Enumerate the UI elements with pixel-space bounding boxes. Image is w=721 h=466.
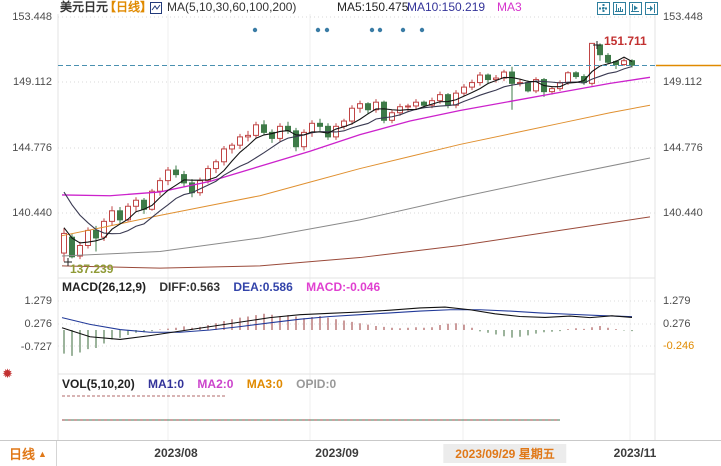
price-axis-label: 153.448 [12,11,52,23]
shift-right-icon[interactable] [645,2,658,15]
indicator-chart-icon[interactable] [150,2,162,14]
cursor-date-label: 2023/09/29 星期五 [443,444,567,463]
ma30-value-label: MA3 [497,0,522,14]
date-axis-label: 2023/11 [613,446,657,460]
price-axis-label: 144.776 [663,142,703,154]
vol-pane-header: VOL(5,10,20) MA1:0 MA2:0 MA3:0 OPID:0 [62,377,346,391]
macd-axis-label: -0.727 [20,341,52,353]
settings-sun-icon[interactable]: ✹ [2,366,13,381]
high-price-marker: 151.711 [604,34,647,48]
play-forward-icon[interactable] [629,2,642,15]
macd-title: MACD(26,12,9) [62,280,147,294]
price-axis-label: 140.440 [663,207,703,219]
macd-last-value-label: -0.246 [663,340,695,352]
ma5-value-label: MA5:150.475 [337,0,409,14]
price-axis-label: 140.440 [12,207,52,219]
vol-ma1-value: MA1:0 [148,377,185,391]
period-label: 日线 [9,447,36,462]
price-axis-label: 149.112 [663,76,702,88]
price-axis-label: 149.112 [13,76,52,88]
macd-diff-value: DIFF:0.563 [159,280,221,294]
macd-axis-label: 0.276 [663,318,691,330]
macd-axis-label: 1.279 [663,295,691,307]
period-tag: 【日线】 [104,0,153,14]
macd-value: MACD:-0.046 [306,280,381,294]
price-axis-label: 153.448 [663,11,703,23]
vol-ma3-value: MA3:0 [246,377,283,391]
chart-toolbar [597,2,658,15]
macd-dea-value: DEA:0.586 [233,280,293,294]
axis-zoom-icon[interactable] [613,2,626,15]
ma-settings-label: MA(5,10,30,60,100,200) [167,0,297,14]
vol-title: VOL(5,10,20) [62,377,135,391]
period-selector[interactable]: 日线 ▲ [0,441,57,466]
symbol-title: 美元日元 [60,0,109,14]
macd-pane-header: MACD(26,12,9) DIFF:0.563 DEA:0.586 MACD:… [62,280,390,294]
macd-axis-label: 1.279 [24,295,52,307]
low-price-marker: 137.239 [70,262,114,276]
macd-axis-label: 0.276 [24,318,52,330]
vol-opid-value: OPID:0 [296,377,337,391]
pan-crosshair-icon[interactable] [597,2,610,15]
date-axis-label: 2023/08 [154,446,198,460]
time-axis-bar [0,440,721,466]
date-axis-label: 2023/09 [315,446,359,460]
price-axis-label: 144.776 [12,142,52,154]
period-up-arrow-icon: ▲ [38,448,47,459]
vol-ma2-value: MA2:0 [197,377,234,391]
ma10-value-label: MA10:150.219 [407,0,486,14]
